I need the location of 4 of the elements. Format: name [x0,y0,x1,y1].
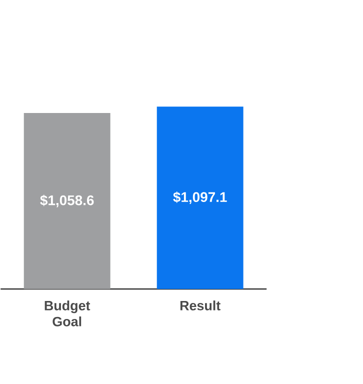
data-label: $1,058.6 [40,194,94,208]
x-tick-label: Budget Goal [44,300,90,326]
x-tick-label: Result [180,300,220,310]
data-label: $1,097.1 [173,192,227,204]
